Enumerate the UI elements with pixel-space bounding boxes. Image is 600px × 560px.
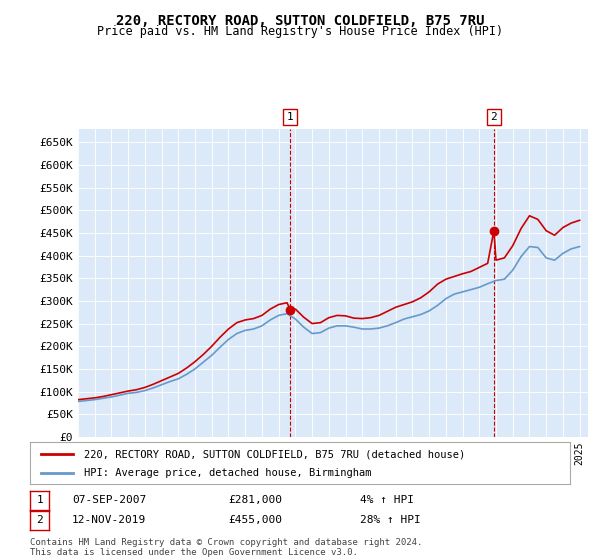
Text: 1: 1 (36, 495, 43, 505)
Text: 28% ↑ HPI: 28% ↑ HPI (360, 515, 421, 525)
Text: 2: 2 (490, 112, 497, 122)
Text: 1: 1 (287, 112, 293, 122)
Text: 220, RECTORY ROAD, SUTTON COLDFIELD, B75 7RU: 220, RECTORY ROAD, SUTTON COLDFIELD, B75… (116, 14, 484, 28)
Text: HPI: Average price, detached house, Birmingham: HPI: Average price, detached house, Birm… (84, 468, 371, 478)
Text: £281,000: £281,000 (228, 494, 282, 505)
Text: 2: 2 (36, 515, 43, 525)
Text: Price paid vs. HM Land Registry's House Price Index (HPI): Price paid vs. HM Land Registry's House … (97, 25, 503, 38)
Text: 220, RECTORY ROAD, SUTTON COLDFIELD, B75 7RU (detached house): 220, RECTORY ROAD, SUTTON COLDFIELD, B75… (84, 449, 465, 459)
Text: Contains HM Land Registry data © Crown copyright and database right 2024.
This d: Contains HM Land Registry data © Crown c… (30, 538, 422, 557)
Text: 12-NOV-2019: 12-NOV-2019 (72, 515, 146, 525)
Text: 07-SEP-2007: 07-SEP-2007 (72, 494, 146, 505)
Text: 4% ↑ HPI: 4% ↑ HPI (360, 494, 414, 505)
Text: £455,000: £455,000 (228, 515, 282, 525)
